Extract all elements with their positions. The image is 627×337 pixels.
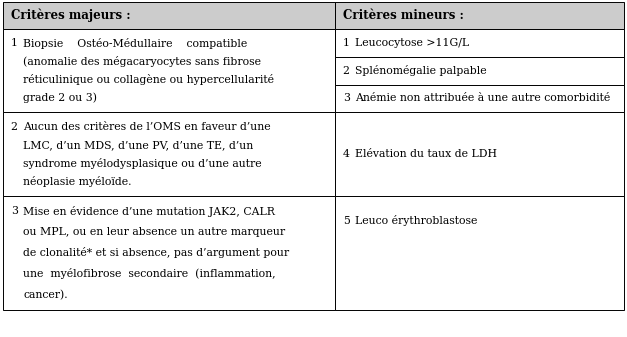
Text: Leucocytose >11G/L: Leucocytose >11G/L: [356, 38, 470, 48]
Text: Elévation du taux de LDH: Elévation du taux de LDH: [356, 149, 497, 159]
Text: Aucun des critères de l’OMS en faveur d’une: Aucun des critères de l’OMS en faveur d’…: [23, 122, 271, 131]
Polygon shape: [3, 29, 335, 112]
Text: une  myélofibrose  secondaire  (inflammation,: une myélofibrose secondaire (inflammatio…: [23, 268, 276, 279]
Text: 1: 1: [343, 38, 350, 48]
Polygon shape: [335, 112, 624, 196]
Text: LMC, d’un MDS, d’une PV, d’une TE, d’un: LMC, d’un MDS, d’une PV, d’une TE, d’un: [23, 140, 253, 150]
Text: réticulinique ou collagène ou hypercellularité: réticulinique ou collagène ou hypercellu…: [23, 74, 274, 85]
Polygon shape: [335, 2, 624, 29]
Text: 5: 5: [343, 216, 350, 226]
Text: grade 2 ou 3): grade 2 ou 3): [23, 93, 97, 103]
Text: Leuco érythroblastose: Leuco érythroblastose: [356, 215, 478, 226]
Text: (anomalie des mégacaryocytes sans fibrose: (anomalie des mégacaryocytes sans fibros…: [23, 56, 261, 67]
Polygon shape: [335, 29, 624, 57]
Text: Critères majeurs :: Critères majeurs :: [11, 9, 130, 22]
Text: Splénomégalie palpable: Splénomégalie palpable: [356, 65, 487, 76]
Text: 2: 2: [11, 122, 18, 131]
Text: ou MPL, ou en leur absence un autre marqueur: ou MPL, ou en leur absence un autre marq…: [23, 227, 285, 237]
Text: de clonalité* et si absence, pas d’argument pour: de clonalité* et si absence, pas d’argum…: [23, 247, 289, 258]
Polygon shape: [335, 85, 624, 112]
Text: 1: 1: [11, 38, 18, 48]
Text: néoplasie myéloïde.: néoplasie myéloïde.: [23, 176, 132, 187]
Text: 2: 2: [343, 66, 350, 76]
Text: cancer).: cancer).: [23, 289, 68, 300]
Text: 3: 3: [343, 93, 350, 103]
Polygon shape: [3, 196, 335, 310]
Polygon shape: [335, 57, 624, 85]
Polygon shape: [3, 112, 335, 196]
Text: 4: 4: [343, 149, 350, 159]
Text: 3: 3: [11, 206, 18, 216]
Text: Biopsie    Ostéo-Médullaire    compatible: Biopsie Ostéo-Médullaire compatible: [23, 38, 248, 49]
Text: Critères mineurs :: Critères mineurs :: [343, 9, 463, 22]
Polygon shape: [335, 196, 624, 310]
Text: Anémie non attribuée à une autre comorbidité: Anémie non attribuée à une autre comorbi…: [356, 93, 611, 103]
Text: syndrome myélodysplasique ou d’une autre: syndrome myélodysplasique ou d’une autre: [23, 158, 262, 168]
Text: Mise en évidence d’une mutation JAK2, CALR: Mise en évidence d’une mutation JAK2, CA…: [23, 206, 275, 217]
Polygon shape: [3, 2, 335, 29]
